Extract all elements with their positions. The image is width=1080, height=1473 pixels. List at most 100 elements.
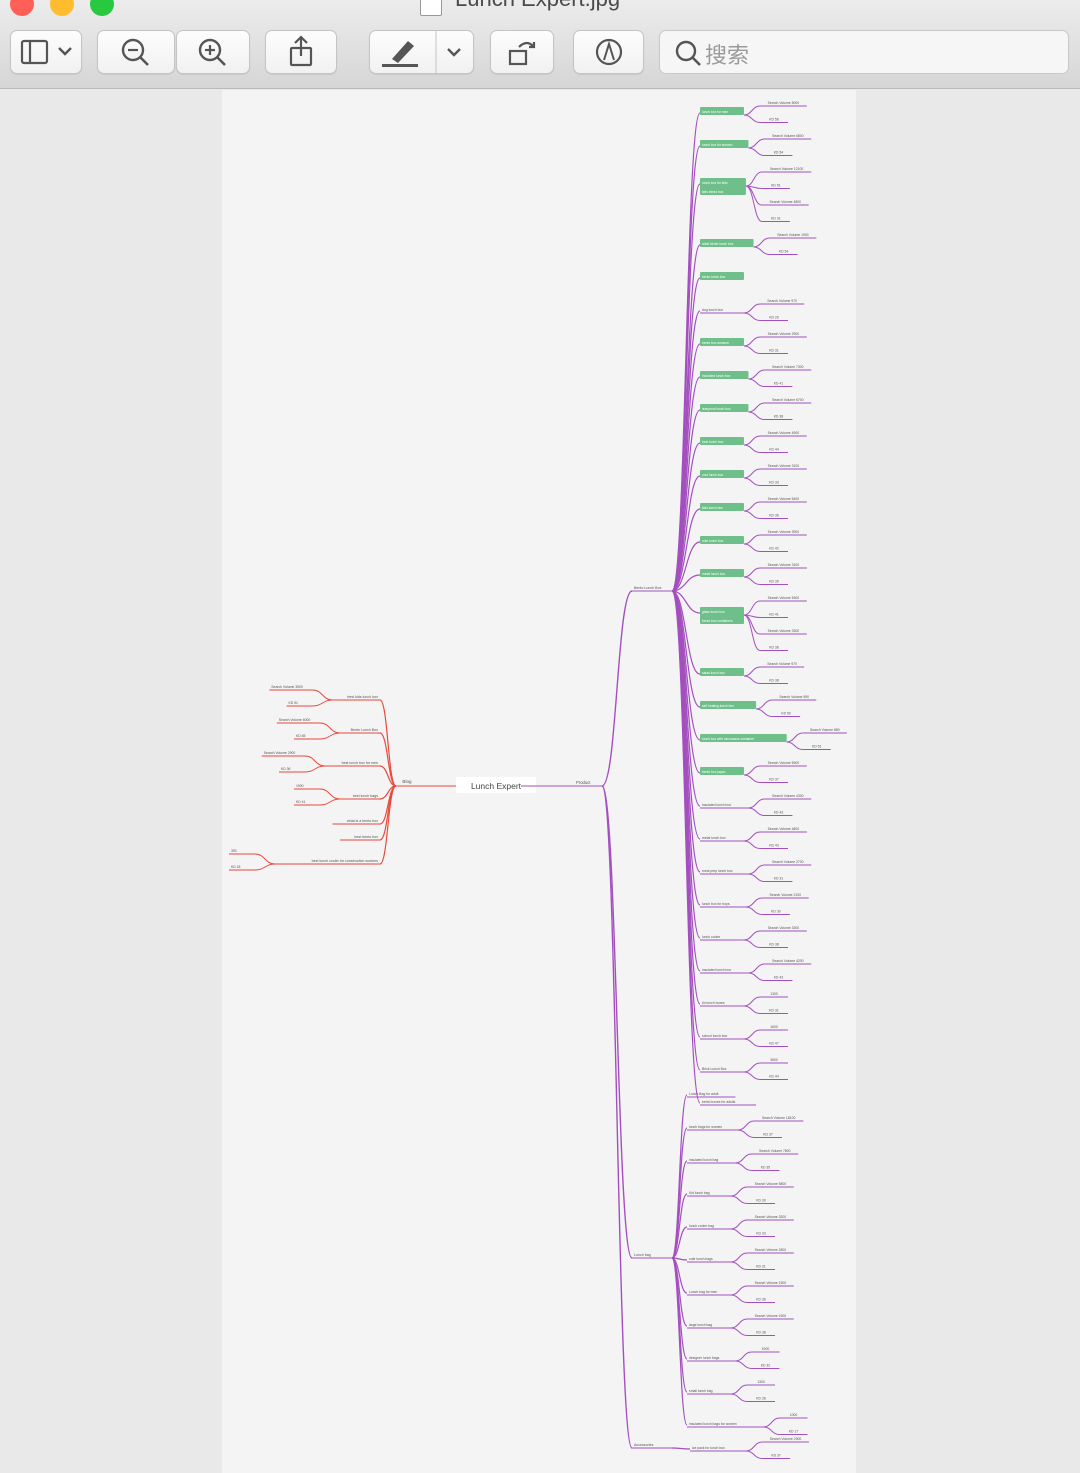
leaf-label: Search Volume 2900 (770, 1437, 802, 1441)
zoom-window-button[interactable] (90, 0, 114, 16)
highlight-node (700, 470, 744, 478)
connector (601, 785, 633, 1259)
leaf-label: 390 (231, 849, 237, 853)
leaf-label: KD 42 (769, 547, 779, 551)
connector (671, 475, 701, 592)
connector (730, 1186, 748, 1197)
connector (745, 906, 762, 915)
connector (671, 145, 701, 592)
leaf-label: KD 43 (774, 811, 784, 815)
leaf-label: Search Volume 4800 (768, 827, 800, 831)
connector (748, 873, 765, 882)
connector (743, 444, 761, 453)
leaf-label: Search Volume 590 (779, 695, 809, 699)
connector (601, 590, 633, 787)
connector (671, 442, 701, 592)
connector (737, 1120, 755, 1131)
leaf-label: KD 38 (769, 679, 779, 683)
connector (743, 930, 761, 941)
highlight-node (700, 668, 744, 676)
connector (730, 1294, 748, 1303)
connector (743, 543, 761, 552)
connector (748, 378, 765, 387)
connector (671, 1226, 688, 1259)
connector (748, 807, 765, 816)
node-label: Lunch bag for men (689, 1290, 717, 1294)
connector (743, 336, 761, 347)
leaf-label: KD 36 (281, 767, 291, 771)
leaf-label: KD 36 (769, 514, 779, 518)
leaf-label: KD 31 (756, 1265, 766, 1269)
sidebar-toggle-button[interactable] (10, 30, 82, 74)
connector (743, 576, 761, 585)
node-label: best lunch bags (353, 794, 378, 798)
leaf-label: Search Volume 4800 (770, 200, 802, 204)
zoom-out-icon (121, 38, 149, 66)
connector (743, 765, 761, 776)
leaf-label: Search Volume 6000 (279, 718, 311, 722)
node-label: metal lunch box (702, 836, 726, 840)
connector (254, 863, 276, 871)
connector (786, 741, 803, 750)
node-label: bento box japan (702, 770, 726, 774)
connector (730, 1318, 748, 1329)
markup-pen-button[interactable] (369, 30, 474, 74)
leaf-label: Search Volume 7300 (772, 365, 804, 369)
node-label: bento box amazon (702, 341, 729, 345)
leaf-label: KD 38 (774, 415, 784, 419)
leaf-label: KD 31 (769, 349, 779, 353)
leaf-label: KD 33 (769, 481, 779, 485)
highlight-node (700, 734, 787, 742)
node-label: lunch box for boys (702, 902, 730, 906)
connector (312, 689, 333, 701)
close-window-button[interactable] (10, 0, 34, 16)
document-proxy-icon[interactable] (420, 0, 442, 16)
connector (671, 590, 701, 614)
search-field[interactable] (659, 30, 1069, 74)
connector (743, 614, 761, 651)
leaf-label: KD 41 (769, 613, 779, 617)
connector (743, 600, 761, 616)
window-title: Lunch Expert.jpg (455, 0, 620, 12)
rotate-button[interactable] (490, 30, 554, 74)
connector (748, 369, 765, 380)
connector (743, 939, 761, 948)
connector (743, 1029, 761, 1040)
zoom-in-button[interactable] (176, 30, 250, 74)
node-label: metal lunch box (702, 572, 725, 576)
connector (743, 840, 761, 849)
zoom-out-button[interactable] (97, 30, 175, 74)
leaf-label: Search Volume 2100 (770, 893, 802, 897)
minimize-window-button[interactable] (50, 0, 74, 16)
leaf-label: KD 36 (756, 1397, 766, 1401)
connector (730, 1285, 748, 1296)
connector (743, 105, 761, 116)
connector (743, 501, 761, 512)
leaf-label: 1900 (296, 784, 304, 788)
connector (304, 765, 326, 773)
markup-icon (595, 38, 623, 66)
node-label: bento boxes for adults (702, 1100, 736, 1104)
connector (746, 1441, 763, 1452)
leaf-label: KD 58 (769, 118, 779, 122)
leaf-label: KD 36 (756, 1298, 766, 1302)
connector (671, 1447, 691, 1450)
markup-toolbar-button[interactable] (573, 30, 644, 74)
connector (763, 1426, 780, 1435)
connector (735, 1162, 752, 1171)
leaf-label: KD 33 (756, 1232, 766, 1236)
node-label: cute lunch box (702, 539, 724, 543)
node-label: school lunch box (702, 1034, 728, 1038)
leaf-label: KD 35 (761, 1166, 771, 1170)
node-label: best lunch cooler for construction worke… (312, 859, 379, 863)
node-label: what is a bento box (347, 819, 378, 823)
highlight-node (700, 404, 749, 412)
share-icon (289, 35, 313, 67)
leaf-label: KD 50 (781, 712, 791, 716)
highlight-node (700, 437, 744, 445)
connector (671, 541, 701, 592)
connector (756, 708, 773, 717)
share-button[interactable] (265, 30, 337, 74)
leaf-label: Search Volume 5400 (768, 497, 800, 501)
connector (730, 1261, 748, 1270)
